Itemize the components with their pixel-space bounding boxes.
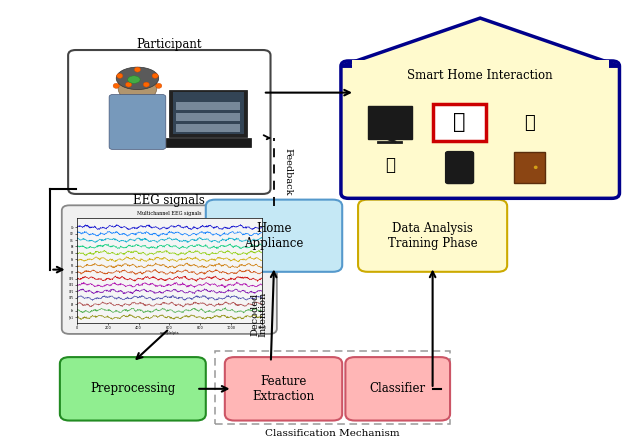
Text: Data Analysis
Training Phase: Data Analysis Training Phase: [388, 222, 477, 250]
Text: Classifier: Classifier: [370, 382, 426, 395]
FancyBboxPatch shape: [445, 152, 474, 183]
Text: Intention: Intention: [258, 292, 267, 337]
Text: Classification Mechanism: Classification Mechanism: [266, 429, 400, 438]
Text: 💡: 💡: [453, 113, 466, 132]
FancyBboxPatch shape: [206, 200, 342, 272]
Text: Feature
Extraction: Feature Extraction: [252, 375, 315, 403]
Text: 📞: 📞: [524, 114, 535, 132]
FancyBboxPatch shape: [341, 61, 620, 198]
Text: Preprocessing: Preprocessing: [90, 382, 175, 395]
Text: Participant: Participant: [136, 38, 202, 51]
Text: 📻: 📻: [385, 157, 395, 174]
FancyBboxPatch shape: [367, 106, 412, 139]
Polygon shape: [341, 18, 620, 66]
Ellipse shape: [534, 166, 538, 169]
FancyBboxPatch shape: [514, 152, 545, 183]
FancyBboxPatch shape: [346, 357, 450, 420]
Text: Smart Home Interaction: Smart Home Interaction: [408, 70, 553, 82]
Text: Feedback: Feedback: [284, 148, 292, 196]
Bar: [352, 60, 609, 70]
FancyBboxPatch shape: [358, 200, 507, 272]
FancyBboxPatch shape: [60, 357, 206, 420]
FancyBboxPatch shape: [68, 50, 271, 194]
Text: Home
Appliance: Home Appliance: [244, 222, 304, 250]
Text: EEG signals: EEG signals: [133, 194, 205, 207]
FancyBboxPatch shape: [433, 104, 486, 141]
FancyBboxPatch shape: [62, 205, 277, 334]
Text: Decoded: Decoded: [250, 293, 259, 336]
FancyBboxPatch shape: [225, 357, 342, 420]
